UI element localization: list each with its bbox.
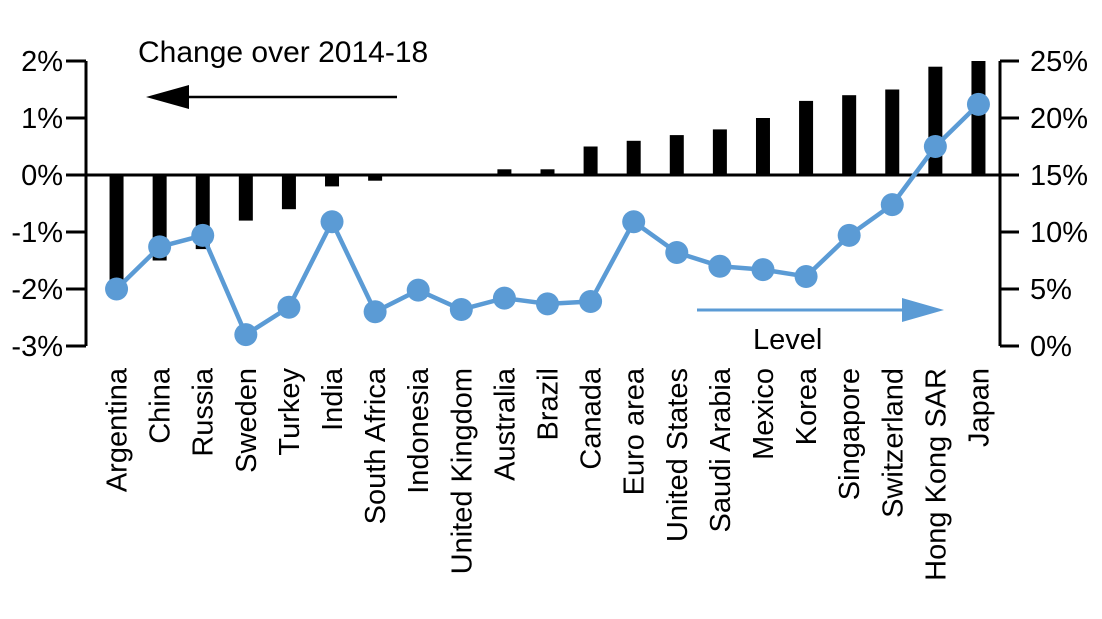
bar-canada <box>583 146 598 175</box>
bar-hong-kong-sar <box>928 66 943 175</box>
line-series-annotation: Level <box>753 324 823 356</box>
left-arrowhead-icon <box>146 85 189 109</box>
level-dot-india <box>320 210 344 234</box>
level-dot-saudi-arabia <box>708 254 732 278</box>
bar-sweden <box>238 175 253 221</box>
level-dot-south-africa <box>363 300 387 324</box>
level-dot-canada <box>579 290 603 314</box>
left-axis-tick-label: -3% <box>11 331 63 363</box>
level-dot-brazil <box>536 292 559 316</box>
level-dot-hong-kong-sar <box>923 135 947 158</box>
x-label-russia: Russia <box>188 367 220 457</box>
level-dot-china <box>148 235 172 259</box>
x-label-sweden: Sweden <box>231 368 263 473</box>
x-label-turkey: Turkey <box>274 368 306 456</box>
bar-brazil <box>540 169 555 175</box>
x-label-india: India <box>317 367 349 431</box>
left-axis-tick-label: 2% <box>21 46 63 78</box>
right-axis-tick-label: 20% <box>1030 103 1088 135</box>
x-label-hong-kong-sar: Hong Kong SAR <box>920 368 952 581</box>
x-label-united-kingdom: United Kingdom <box>446 368 478 574</box>
right-axis-tick-label: 15% <box>1030 160 1088 192</box>
left-axis-tick-label: -2% <box>11 274 63 306</box>
x-label-australia: Australia <box>489 367 521 481</box>
bar-india <box>325 175 340 187</box>
left-axis-tick-label: 0% <box>21 160 63 192</box>
level-dot-euro-area <box>622 210 646 234</box>
level-dot-korea <box>794 264 818 288</box>
bar-united-states <box>669 135 684 175</box>
bar-singapore <box>842 95 857 175</box>
right-axis-tick-label: 0% <box>1030 331 1072 363</box>
bar-saudi-arabia <box>712 129 727 175</box>
x-label-canada: Canada <box>576 367 608 469</box>
bar-switzerland <box>885 89 900 175</box>
left-axis-tick-label: 1% <box>21 103 63 135</box>
x-label-saudi-arabia: Saudi Arabia <box>705 367 737 532</box>
level-dot-russia <box>191 223 215 247</box>
x-label-japan: Japan <box>963 368 995 447</box>
bar-argentina <box>109 175 124 284</box>
right-arrowhead-icon <box>902 298 944 322</box>
x-label-indonesia: Indonesia <box>403 367 435 494</box>
x-label-mexico: Mexico <box>748 368 780 460</box>
bar-south-africa <box>368 175 383 181</box>
x-label-united-states: United States <box>662 368 694 542</box>
level-dot-united-kingdom <box>449 298 473 322</box>
x-label-argentina: Argentina <box>102 367 134 492</box>
bar-euro-area <box>626 140 641 175</box>
level-dot-mexico <box>751 258 775 282</box>
level-dot-singapore <box>837 223 861 247</box>
x-label-euro-area: Euro area <box>619 367 651 495</box>
x-label-switzerland: Switzerland <box>877 368 909 518</box>
bar-series-annotation: Change over 2014-18 <box>138 36 429 69</box>
bar-australia <box>497 169 512 175</box>
bar-turkey <box>281 175 296 210</box>
x-label-brazil: Brazil <box>533 368 565 441</box>
level-dot-australia <box>492 286 516 310</box>
bar-japan <box>971 61 986 175</box>
bar-mexico <box>755 118 770 175</box>
level-dot-sweden <box>234 323 258 347</box>
x-label-korea: Korea <box>791 367 823 445</box>
x-label-singapore: Singapore <box>834 368 866 500</box>
level-dot-indonesia <box>406 278 430 302</box>
left-axis-tick-label: -1% <box>11 217 63 249</box>
x-label-china: China <box>145 367 177 444</box>
level-dot-united-states <box>665 241 689 265</box>
level-dot-japan <box>966 92 990 116</box>
right-axis-tick-label: 25% <box>1030 46 1088 78</box>
bar-korea <box>799 100 814 175</box>
right-axis-tick-label: 5% <box>1030 274 1072 306</box>
level-dot-turkey <box>277 295 301 319</box>
level-dot-argentina <box>105 277 129 301</box>
level-dot-switzerland <box>880 193 904 217</box>
right-axis-tick-label: 10% <box>1030 217 1088 249</box>
x-label-south-africa: South Africa <box>360 367 392 524</box>
